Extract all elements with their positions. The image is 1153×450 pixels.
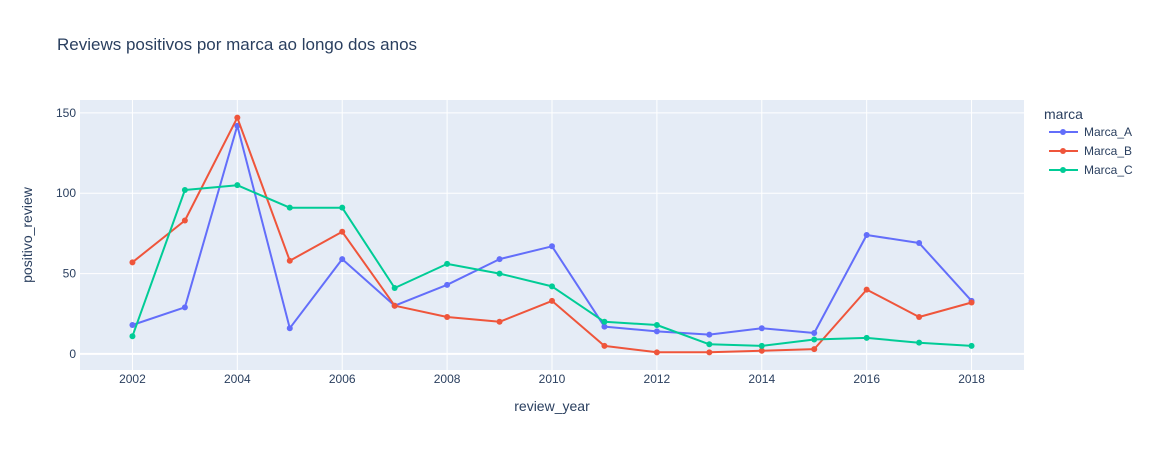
x-tick-label: 2018	[958, 372, 985, 386]
data-point-marca-a	[496, 256, 503, 263]
data-point-marca-c	[601, 318, 608, 325]
legend-title: marca	[1044, 106, 1083, 122]
x-axis-title: review_year	[514, 398, 590, 414]
data-point-marca-c	[339, 204, 346, 211]
data-point-marca-a	[706, 331, 713, 338]
data-point-marca-b	[811, 346, 818, 353]
data-point-marca-b	[549, 297, 555, 304]
data-point-marca-c	[549, 283, 555, 290]
x-axis-ticks: 2002 2004 2006 2008 2010 2012 2014 2016 2018	[119, 372, 985, 386]
x-tick-label: 2006	[329, 372, 356, 386]
y-tick-label: 0	[69, 347, 76, 361]
data-point-marca-b	[916, 313, 923, 320]
y-tick-label: 150	[56, 106, 76, 120]
data-point-marca-a	[916, 240, 923, 247]
series-group	[129, 114, 975, 356]
data-point-marca-c	[968, 342, 975, 349]
data-point-marca-c	[234, 182, 241, 189]
data-point-marca-c	[444, 260, 451, 267]
data-point-marca-a	[863, 232, 870, 238]
data-point-marca-b	[653, 349, 660, 356]
data-point-marca-c	[496, 270, 503, 277]
data-point-marca-a	[286, 325, 293, 332]
data-point-marca-a	[181, 304, 188, 311]
y-tick-label: 50	[63, 267, 77, 281]
data-point-marca-a	[339, 256, 346, 263]
data-point-marca-b	[496, 318, 503, 325]
data-point-marca-c	[916, 339, 923, 346]
data-point-marca-a	[601, 323, 608, 330]
x-tick-label: 2002	[119, 372, 146, 386]
data-point-marca-a	[758, 325, 765, 332]
data-point-marca-c	[653, 322, 660, 328]
data-point-marca-b	[758, 347, 765, 354]
data-point-marca-c	[286, 204, 293, 211]
gridlines	[80, 100, 1024, 370]
data-point-marca-b	[181, 217, 188, 224]
data-point-marca-b	[339, 228, 346, 235]
data-point-marca-c	[391, 285, 398, 292]
data-point-marca-c	[129, 333, 136, 340]
data-point-marca-a	[444, 281, 451, 288]
data-point-marca-c	[863, 334, 870, 341]
data-point-marca-b	[286, 257, 293, 264]
x-tick-label: 2016	[853, 372, 880, 386]
data-point-marca-b	[706, 349, 713, 356]
chart-title: Reviews positivos por marca ao longo dos…	[57, 35, 417, 54]
data-point-marca-a	[811, 330, 818, 337]
data-point-marca-c	[706, 341, 713, 348]
legend-label-marca-a: Marca_A	[1084, 125, 1132, 139]
data-point-marca-b	[444, 313, 451, 320]
data-point-marca-c	[181, 187, 188, 193]
data-point-marca-a	[653, 328, 660, 335]
data-point-marca-c	[811, 336, 818, 343]
legend-marker-marca-a	[1060, 129, 1066, 135]
y-tick-label: 100	[56, 186, 76, 200]
x-tick-label: 2014	[748, 372, 775, 386]
legend-label-marca-b: Marca_B	[1084, 144, 1132, 158]
data-point-marca-b	[234, 114, 241, 121]
data-point-marca-b	[391, 302, 398, 309]
x-tick-label: 2004	[224, 372, 251, 386]
legend-label-marca-c: Marca_C	[1084, 163, 1133, 177]
legend-marker-marca-c	[1060, 167, 1066, 173]
data-point-marca-b	[601, 342, 608, 349]
data-point-marca-b	[863, 286, 870, 293]
x-tick-label: 2012	[644, 372, 671, 386]
legend: Marca_A Marca_B Marca_C	[1049, 125, 1133, 177]
data-point-marca-b	[129, 259, 136, 266]
legend-marker-marca-b	[1060, 148, 1066, 154]
data-point-marca-b	[968, 299, 975, 306]
data-point-marca-a	[129, 322, 136, 328]
x-tick-label: 2010	[539, 372, 566, 386]
x-tick-label: 2008	[434, 372, 461, 386]
data-point-marca-a	[549, 243, 555, 250]
data-point-marca-c	[758, 342, 765, 349]
y-axis-ticks: 0 50 100 150	[56, 106, 76, 361]
y-axis-title: positivo_review	[19, 186, 35, 283]
